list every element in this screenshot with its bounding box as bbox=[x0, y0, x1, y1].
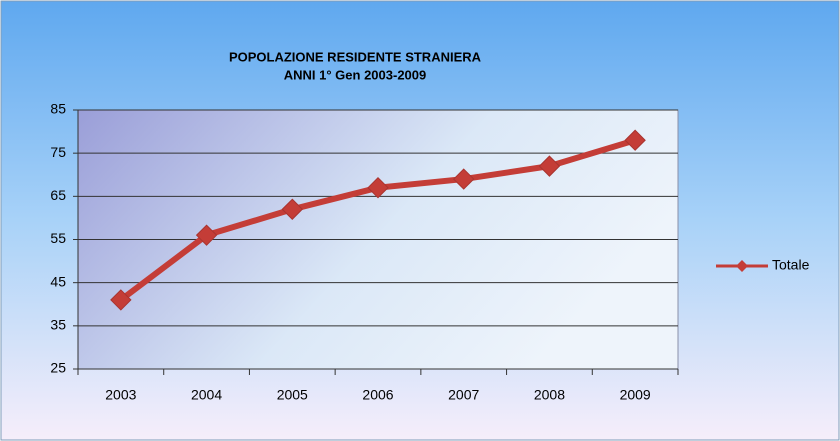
y-tick-label: 85 bbox=[50, 101, 66, 117]
x-tick-label: 2009 bbox=[620, 387, 651, 403]
x-tick-label: 2005 bbox=[277, 387, 308, 403]
y-tick-label: 45 bbox=[50, 273, 66, 289]
y-tick-label: 65 bbox=[50, 187, 66, 203]
x-tick-label: 2006 bbox=[362, 387, 393, 403]
data-marker bbox=[195, 224, 218, 246]
x-tick-label: 2004 bbox=[191, 387, 222, 403]
y-tick-label: 55 bbox=[50, 230, 66, 246]
data-marker bbox=[538, 155, 561, 177]
y-tick-label: 25 bbox=[50, 360, 66, 376]
y-tick-label: 75 bbox=[50, 144, 66, 160]
data-marker bbox=[453, 168, 475, 190]
legend-label: Totale bbox=[772, 257, 810, 273]
chart-title: POPOLAZIONE RESIDENTE STRANIERA bbox=[229, 49, 482, 64]
chart-subtitle: ANNI 1° Gen 2003-2009 bbox=[284, 67, 427, 82]
data-marker bbox=[624, 129, 646, 151]
legend-marker bbox=[736, 260, 748, 272]
data-marker bbox=[110, 289, 132, 311]
x-tick-label: 2003 bbox=[105, 387, 136, 403]
data-marker bbox=[281, 198, 303, 220]
y-tick-label: 35 bbox=[50, 317, 66, 333]
x-tick-label: 2008 bbox=[534, 387, 565, 403]
data-marker bbox=[367, 176, 389, 199]
x-tick-label: 2007 bbox=[448, 387, 479, 403]
